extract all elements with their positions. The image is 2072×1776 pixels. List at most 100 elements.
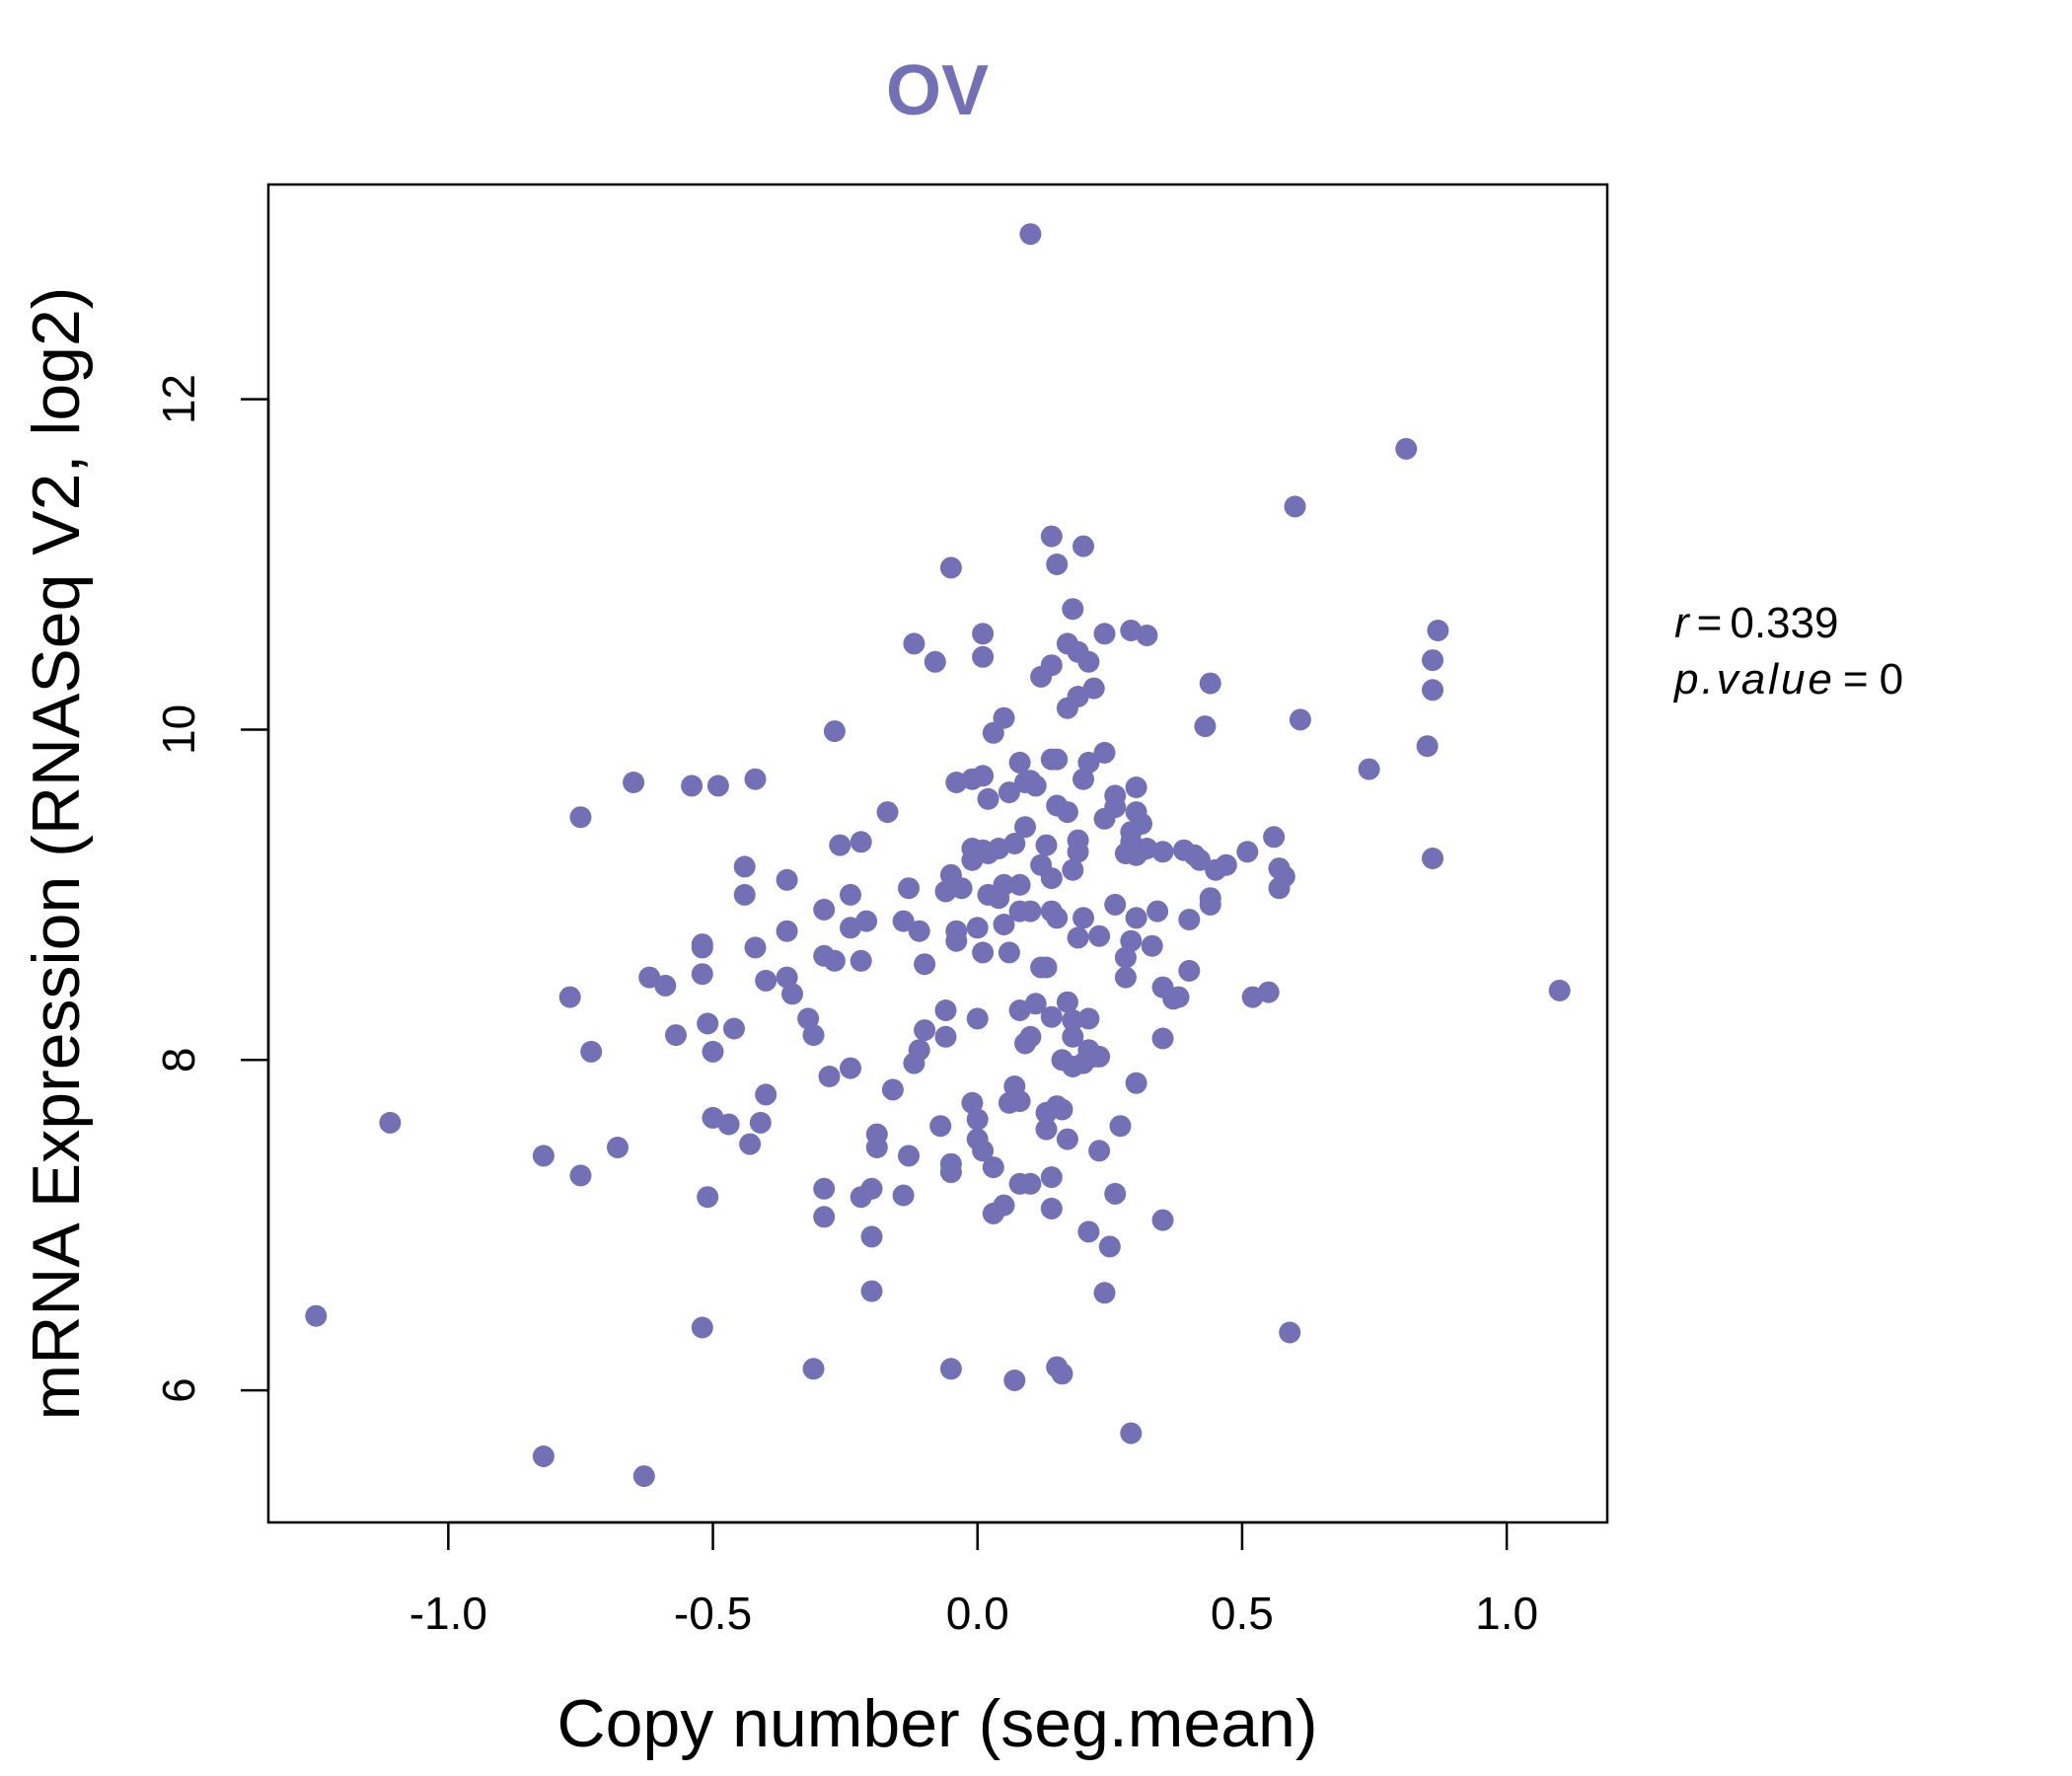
data-point [876, 801, 899, 824]
data-point [1019, 900, 1042, 923]
data-point [1114, 946, 1137, 969]
data-point [860, 1177, 883, 1200]
data-point [982, 1156, 1004, 1179]
data-point [840, 1057, 861, 1079]
data-point [934, 1025, 957, 1048]
data-point [993, 1194, 1015, 1217]
data-point [1167, 986, 1190, 1008]
data-point [860, 1280, 883, 1302]
y-axis: 6 8 10 12 [153, 374, 270, 1403]
data-point [1062, 1009, 1084, 1032]
data-point [1056, 991, 1078, 1013]
data-point [1151, 1209, 1174, 1231]
data-point [1125, 777, 1147, 798]
data-point [1093, 1282, 1116, 1304]
data-point [755, 969, 777, 992]
data-point [939, 1161, 962, 1184]
stat-r-value: 0.339 [1730, 599, 1838, 647]
data-point [813, 898, 836, 921]
data-point [1014, 816, 1036, 839]
data-point [532, 1145, 555, 1167]
points-layer [305, 223, 1571, 1488]
data-point [580, 1040, 603, 1063]
data-point [802, 1024, 825, 1047]
data-point [993, 706, 1015, 729]
data-point [865, 1123, 888, 1146]
data-point [850, 831, 872, 853]
data-point [1215, 853, 1237, 876]
data-point [1062, 598, 1084, 621]
data-point [1073, 768, 1094, 790]
data-point [1024, 775, 1047, 797]
data-point [1427, 620, 1449, 641]
data-point [1395, 437, 1418, 460]
data-point [934, 999, 957, 1021]
data-point [892, 910, 915, 932]
data-point [1141, 934, 1163, 957]
data-point [1024, 993, 1047, 1015]
data-point [1077, 1221, 1100, 1243]
data-point [1109, 1115, 1132, 1138]
data-point [898, 1145, 920, 1167]
data-point [966, 1007, 989, 1030]
data-point [1284, 495, 1306, 518]
data-point [776, 868, 798, 891]
data-point [1088, 1045, 1111, 1068]
data-point [802, 1358, 825, 1380]
data-point [665, 1024, 687, 1047]
data-point [305, 1304, 328, 1327]
data-point [1104, 796, 1127, 819]
data-point [1548, 979, 1571, 1001]
plot-frame [266, 183, 1609, 1524]
data-point [681, 775, 703, 797]
data-point [1151, 1027, 1174, 1050]
data-point [993, 914, 1015, 935]
x-tick-label: 0.5 [1211, 1588, 1274, 1639]
data-point [972, 941, 995, 964]
data-point [776, 966, 798, 989]
data-point [961, 1091, 984, 1114]
data-point [929, 1115, 952, 1138]
data-point [860, 1225, 883, 1248]
data-point [1040, 1197, 1063, 1220]
data-point [1056, 801, 1078, 824]
stat-p: p.value = 0 [1672, 655, 1906, 703]
data-point [379, 1111, 402, 1134]
data-point [776, 920, 798, 942]
data-point [1189, 849, 1211, 871]
data-point [654, 974, 677, 997]
data-point [749, 1111, 772, 1134]
data-point [1422, 649, 1443, 672]
data-point [1003, 1369, 1026, 1391]
data-point [1035, 956, 1058, 979]
data-point [1131, 812, 1152, 835]
data-point [1125, 907, 1147, 929]
data-point [1077, 1007, 1100, 1030]
data-point [840, 883, 861, 906]
data-point [972, 645, 995, 668]
data-point [1003, 833, 1026, 854]
data-point [717, 1113, 740, 1136]
data-point [1067, 829, 1089, 851]
data-point [1067, 926, 1089, 949]
y-tick-label: 12 [153, 374, 204, 424]
data-point [1147, 900, 1169, 923]
data-point [1114, 966, 1137, 989]
data-point [797, 1007, 820, 1030]
data-point [823, 720, 846, 743]
data-point [744, 936, 767, 959]
data-point [892, 1184, 915, 1207]
data-point [691, 963, 713, 986]
y-axis-label: mRNA Expression (RNASeq V2, log2) [19, 287, 94, 1421]
data-point [1019, 1172, 1042, 1195]
stat-r-eq: = [1697, 599, 1723, 647]
data-point [569, 806, 592, 829]
data-point [702, 1040, 724, 1063]
data-point [939, 556, 962, 579]
data-point [966, 917, 989, 939]
data-point [950, 877, 973, 900]
data-point [908, 920, 930, 942]
data-point [1062, 858, 1084, 881]
x-axis-label: Copy number (seg.mean) [556, 1686, 1317, 1761]
data-point [1098, 1235, 1121, 1258]
